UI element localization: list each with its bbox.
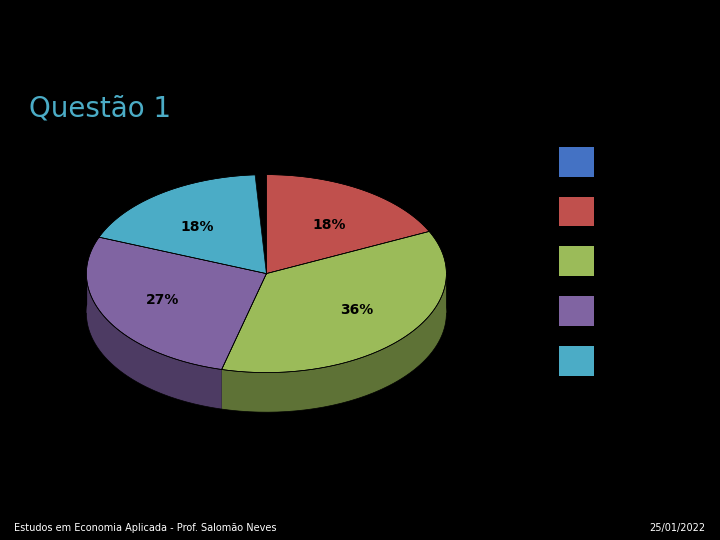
Text: Questão 1: Questão 1 [29, 94, 171, 122]
FancyBboxPatch shape [559, 246, 593, 276]
FancyBboxPatch shape [559, 147, 593, 177]
Text: 3: 3 [667, 37, 684, 60]
Polygon shape [86, 265, 222, 409]
Text: 25/01/2022: 25/01/2022 [649, 523, 706, 533]
Text: 27%: 27% [145, 293, 179, 307]
Polygon shape [86, 237, 266, 369]
Text: 18%: 18% [181, 220, 215, 234]
Polygon shape [222, 268, 446, 412]
Text: Estudos em Economia Aplicada - Prof. Salomão Neves: Estudos em Economia Aplicada - Prof. Sal… [14, 523, 277, 533]
Polygon shape [266, 174, 429, 274]
FancyBboxPatch shape [559, 296, 593, 326]
Polygon shape [222, 232, 446, 373]
FancyBboxPatch shape [559, 346, 593, 375]
Text: 18%: 18% [312, 218, 346, 232]
Text: 36%: 36% [340, 303, 373, 318]
FancyBboxPatch shape [559, 197, 593, 226]
Polygon shape [99, 175, 266, 274]
